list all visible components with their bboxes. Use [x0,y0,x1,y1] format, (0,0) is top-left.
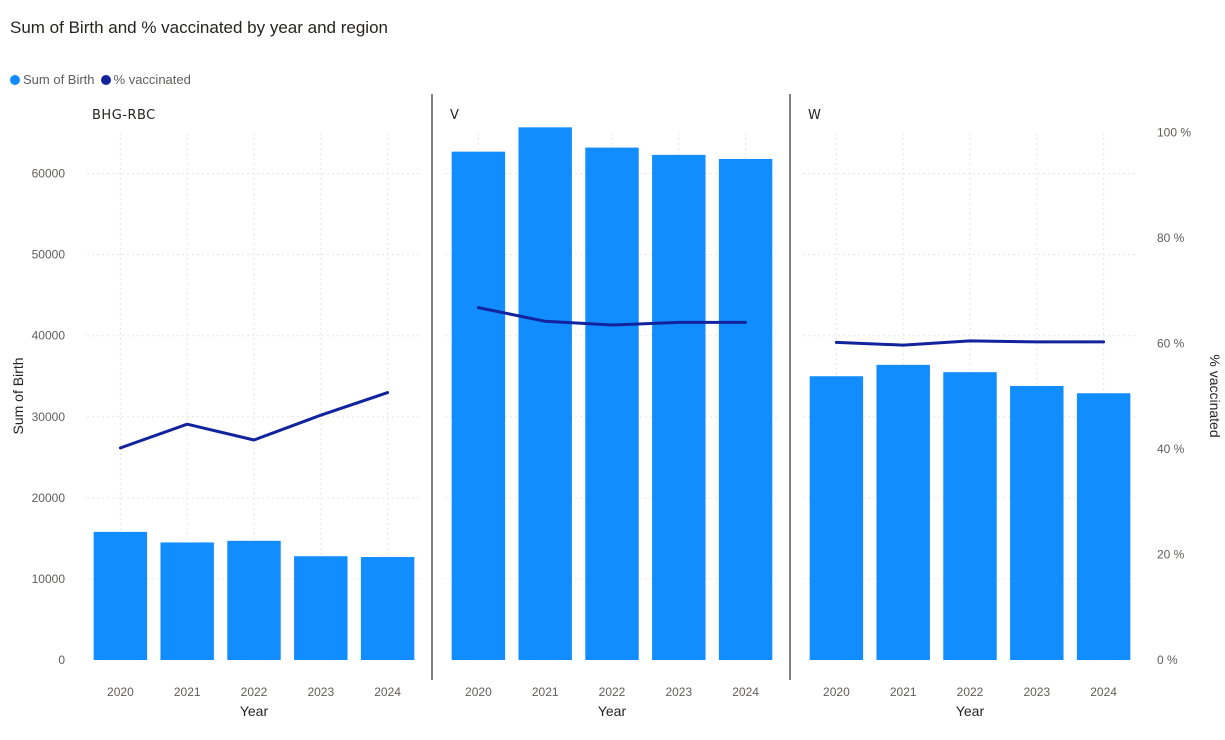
line-vaccinated-w [834,339,1106,347]
x-tick-label: 2021 [174,685,201,699]
legend-label-birth: Sum of Birth [23,72,95,87]
line-vaccinated-v [476,306,748,327]
bar-v-2022 [585,147,639,660]
x-tick-label: 2020 [465,685,492,699]
bar-v-2023 [652,154,706,661]
y2-tick-label: 40 % [1157,442,1185,456]
bar-v-2024 [718,158,773,660]
bar-v-2021 [518,127,572,661]
y-tick-label: 10000 [32,572,66,586]
legend-item-vaccinated[interactable]: % vaccinated [100,72,191,87]
legend-dot-vaccinated [100,74,111,85]
x-tick-label: 2021 [890,685,917,699]
panel-title-w: W [808,108,821,123]
bar-bhg-rbc-2024 [360,557,415,660]
y-tick-label: 0 [58,653,65,667]
x-tick-label: 2024 [1090,685,1117,699]
bar-bhg-rbc-2020 [93,531,148,660]
x-tick-label: 2021 [532,685,559,699]
bar-v-2020 [451,151,506,660]
line-vaccinated-bhg-rbc [118,391,390,450]
x-axis-title: Year [240,703,269,719]
x-tick-label: 2023 [1023,685,1050,699]
x-tick-label: 2024 [374,685,401,699]
x-tick-label: 2020 [107,685,134,699]
y-tick-label: 60000 [32,167,66,181]
x-tick-label: 2024 [732,685,759,699]
bar-w-2024 [1076,393,1131,660]
x-tick-label: 2022 [599,685,626,699]
x-tick-label: 2023 [665,685,692,699]
y2-axis-title: % vaccinated [1207,354,1223,437]
legend: Sum of Birth % vaccinated [10,72,194,87]
legend-dot-birth [10,74,20,85]
x-tick-label: 2020 [823,685,850,699]
y2-tick-label: 0 % [1157,653,1178,667]
y-tick-label: 30000 [32,410,66,424]
y-tick-label: 40000 [32,329,66,343]
legend-label-vaccinated: % vaccinated [113,72,191,87]
y2-tick-label: 20 % [1157,548,1185,562]
y-axis-title: Sum of Birth [10,357,26,434]
x-tick-label: 2023 [307,685,334,699]
x-axis-title: Year [956,703,985,719]
bar-w-2020 [809,376,864,660]
y-tick-label: 20000 [32,491,66,505]
bar-w-2023 [1010,385,1064,660]
x-axis-title: Year [598,703,627,719]
panel-title-v: V [450,108,459,123]
y2-tick-label: 80 % [1157,231,1185,245]
x-tick-label: 2022 [241,685,268,699]
bar-w-2021 [876,364,930,660]
bar-bhg-rbc-2022 [227,540,281,660]
x-tick-label: 2022 [957,685,984,699]
bar-w-2022 [943,372,997,660]
y2-tick-label: 60 % [1157,337,1185,351]
chart-title: Sum of Birth and % vaccinated by year an… [10,18,388,37]
y-tick-label: 50000 [32,248,66,262]
bar-bhg-rbc-2021 [160,542,214,660]
bar-bhg-rbc-2023 [294,556,348,660]
y2-tick-label: 100 % [1157,126,1191,140]
panel-title-bhg-rbc: BHG-RBC [92,108,156,123]
legend-item-birth[interactable]: Sum of Birth [10,72,95,87]
